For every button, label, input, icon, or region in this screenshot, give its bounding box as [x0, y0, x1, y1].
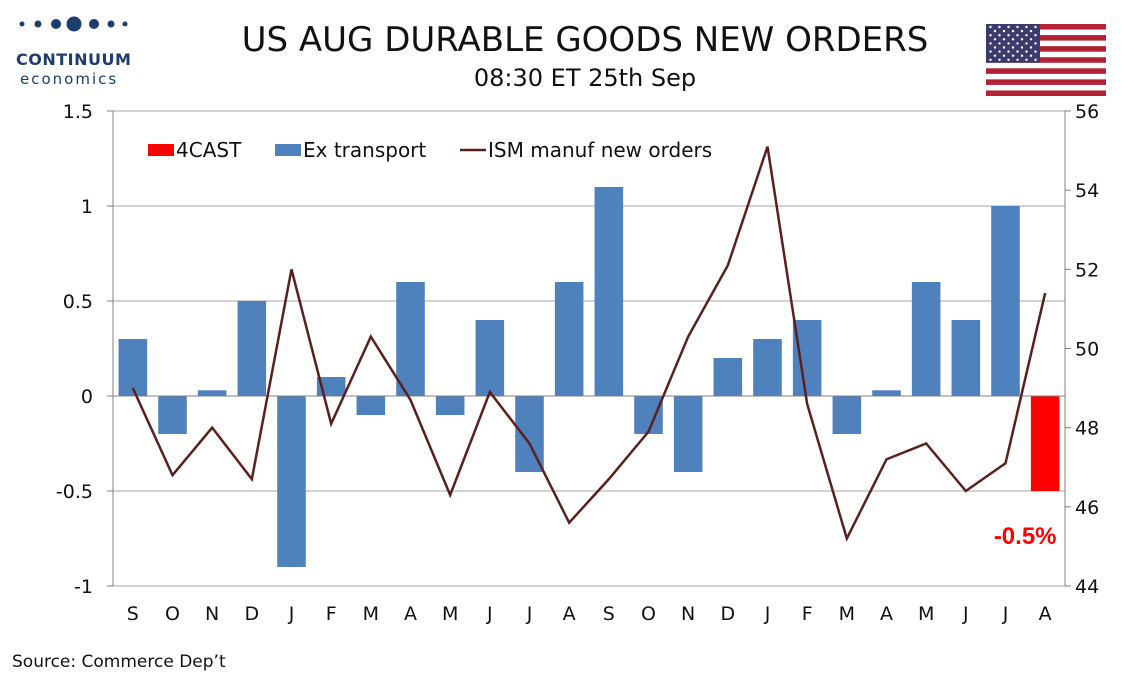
category-tick-label: N: [205, 603, 219, 625]
category-tick-label: A: [563, 603, 576, 625]
forecast-bar: [1030, 396, 1060, 491]
category-tick-label: F: [802, 603, 813, 625]
category-tick-label: J: [526, 603, 533, 625]
category-tick-label: S: [127, 603, 139, 625]
category-tick-label: J: [962, 603, 969, 625]
brand-logo: CONTINUUM economics: [12, 14, 132, 88]
ism-new-orders-line: [131, 146, 1047, 542]
right-axis-tick-label: 54: [1075, 180, 1099, 202]
right-axis-tick-label: 44: [1075, 576, 1099, 598]
ex-transport-bar: [634, 396, 663, 434]
ex-transport-bar: [515, 396, 544, 472]
category-tick-label: A: [404, 603, 417, 625]
chart-subtitle: 08:30 ET 25th Sep: [473, 64, 697, 92]
ex-transport-bar: [753, 339, 782, 396]
ex-transport-bar: [356, 396, 386, 415]
us-flag-icon: [986, 24, 1106, 96]
tick-labels: 1.5 1 0.5 0 -0.5 -1 56 54 52 50 48 46 44 S O N D J F M A M J J A…: [56, 101, 1099, 625]
logo-dots-icon: [19, 16, 128, 32]
ex-transport-bar: [435, 396, 465, 415]
ex-transport-bar: [911, 282, 941, 396]
ex-transport-bar: [197, 390, 227, 396]
right-axis-tick-label: 50: [1075, 339, 1099, 361]
category-tick-label: D: [721, 603, 736, 625]
forecast-value-label: -0.5%: [994, 523, 1057, 550]
category-tick-label: O: [641, 603, 656, 625]
left-axis-tick-label: -0.5: [56, 481, 93, 503]
right-axis-tick-label: 56: [1075, 101, 1099, 123]
ex-transport-bar: [872, 390, 901, 396]
legend-label: 4CAST: [176, 138, 242, 162]
category-tick-label: M: [363, 603, 379, 625]
logo-name: CONTINUUM: [16, 50, 132, 69]
ex-transport-bar: [396, 282, 425, 396]
left-axis-tick-label: -1: [74, 576, 93, 598]
legend-label: Ex transport: [303, 138, 426, 162]
bars: [118, 187, 1060, 567]
left-axis-tick-label: 0: [81, 386, 93, 408]
ex-transport-bar: [237, 301, 267, 396]
ex-transport-bar: [713, 358, 743, 396]
category-tick-label: M: [839, 603, 855, 625]
category-tick-label: F: [326, 603, 337, 625]
category-tick-label: A: [1039, 603, 1052, 625]
category-tick-label: O: [165, 603, 180, 625]
ex-transport-bar: [158, 396, 187, 434]
ism-line-layer: [131, 146, 1047, 542]
ex-transport-bar: [594, 187, 624, 396]
ex-transport-bar: [554, 282, 584, 396]
category-tick-label: M: [918, 603, 934, 625]
category-tick-label: J: [486, 603, 493, 625]
category-tick-label: M: [442, 603, 458, 625]
category-tick-label: J: [764, 603, 771, 625]
annotations: -0.5%: [994, 523, 1057, 550]
ex-transport-bar: [475, 320, 505, 396]
logo-subtitle: economics: [20, 70, 119, 88]
category-tick-label: J: [1002, 603, 1009, 625]
left-axis-tick-label: 0.5: [63, 291, 93, 313]
ex-transport-bar: [792, 320, 822, 396]
right-axis-tick-label: 52: [1075, 259, 1099, 281]
category-tick-label: S: [603, 603, 615, 625]
category-tick-label: N: [681, 603, 695, 625]
chart-title: US AUG DURABLE GOODS NEW ORDERS: [241, 20, 929, 60]
right-axis-tick-label: 46: [1075, 497, 1099, 519]
ex-transport-bar: [118, 339, 148, 396]
left-axis-tick-label: 1: [81, 196, 93, 218]
ex-transport-bar: [832, 396, 862, 434]
legend: 4CAST Ex transport ISM manuf new orders: [148, 138, 712, 162]
category-tick-label: A: [880, 603, 893, 625]
legend-swatch: [275, 144, 301, 156]
category-tick-label: D: [245, 603, 260, 625]
right-axis-tick-label: 48: [1075, 418, 1099, 440]
category-tick-label: J: [288, 603, 295, 625]
ex-transport-bar: [991, 206, 1020, 396]
legend-swatch: [148, 144, 174, 156]
ex-transport-bar: [673, 396, 703, 472]
legend-label: ISM manuf new orders: [488, 138, 712, 162]
left-axis-tick-label: 1.5: [63, 101, 93, 123]
axes: [107, 110, 1071, 587]
ex-transport-bar: [951, 320, 981, 396]
ex-transport-bar: [277, 396, 306, 567]
source-note: Source: Commerce Dep’t: [12, 652, 226, 672]
